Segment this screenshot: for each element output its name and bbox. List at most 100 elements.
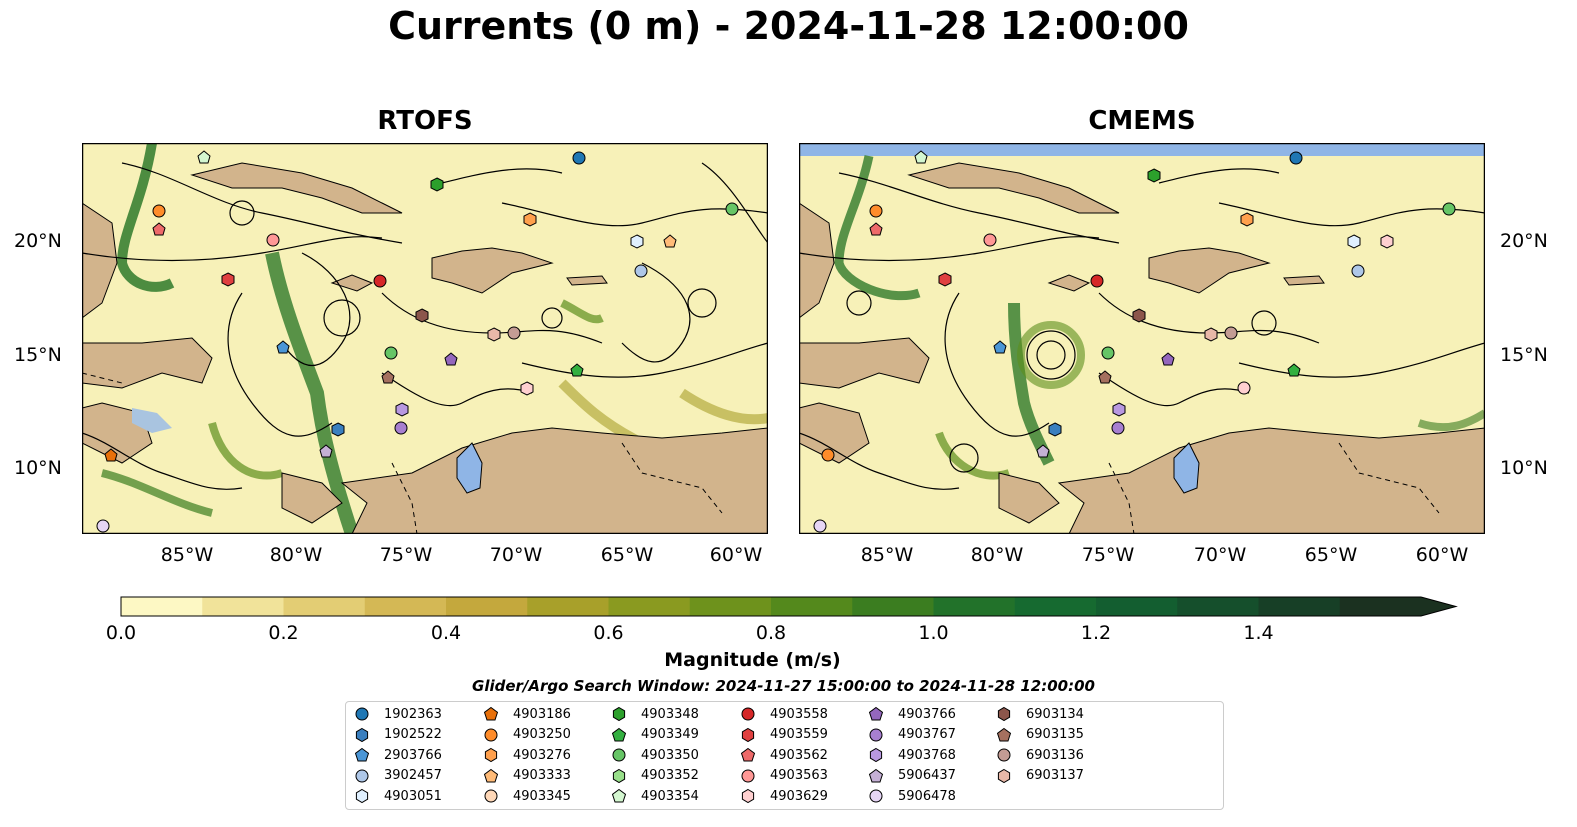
colorbar-segment [446, 597, 528, 616]
legend-label: 4903559 [770, 727, 828, 742]
lat-tick-10n-right: 10°N [1500, 457, 1548, 479]
legend-item: 3902457 [354, 766, 442, 786]
legend-label: 4903348 [641, 706, 699, 722]
circle-marker-icon [869, 789, 883, 803]
legend-item: 4903563 [740, 766, 828, 786]
lon-tick-70w-left: 70°W [489, 544, 543, 566]
lat-tick-20n-right: 20°N [1500, 230, 1548, 252]
pentagon-marker-icon [868, 768, 884, 782]
legend-label: 4903354 [641, 788, 699, 804]
circle-marker-icon [741, 707, 755, 721]
float-legend: 1902363 1902522 2903766 3902457 4903051 49031… [345, 701, 1224, 810]
pentagon-marker-icon [611, 788, 627, 803]
colorbar-segment [283, 597, 366, 616]
colorbar-segment [1339, 597, 1422, 616]
hexagon-marker-icon [612, 768, 626, 783]
pentagon-marker-icon [996, 727, 1012, 741]
lon-tick-60w-left: 60°W [709, 544, 763, 566]
hexagon-marker-icon [612, 706, 626, 722]
circle-marker-icon [741, 769, 755, 782]
legend-item: 4903562 [740, 745, 828, 765]
legend-item: 6903134 [996, 704, 1084, 724]
hexagon-marker-icon [355, 727, 369, 742]
legend-label: 5906437 [898, 768, 956, 783]
legend-item: 4903354 [611, 786, 699, 806]
legend-item: 4903349 [611, 725, 699, 745]
legend-label: 6903136 [1026, 747, 1084, 763]
panel-title-rtofs: RTOFS [377, 106, 473, 136]
colorbar-segment [1177, 597, 1260, 616]
legend-label: 4903186 [513, 706, 571, 722]
colorbar-tick-label: 0.8 [755, 622, 787, 644]
lon-tick-65w-left: 65°W [600, 544, 654, 566]
colorbar-label: Magnitude (m/s) [664, 649, 841, 671]
legend-item: 1902363 [354, 704, 442, 724]
lon-tick-75w-left: 75°W [379, 544, 433, 566]
colorbar-extend-arrow [1421, 597, 1456, 616]
colorbar-tick-label: 1.0 [918, 622, 949, 644]
hexagon-marker-icon [741, 788, 755, 804]
colorbar-segment [121, 597, 203, 616]
pentagon-marker-icon [868, 706, 884, 721]
legend-item: 4903350 [611, 745, 699, 765]
legend-label: 2903766 [384, 747, 442, 763]
legend-label: 4903767 [898, 727, 956, 742]
legend-label: 4903350 [641, 747, 699, 763]
circle-marker-icon [869, 728, 883, 741]
legend-item: 4903348 [611, 704, 699, 724]
legend-label: 6903137 [1026, 768, 1084, 783]
legend-label: 4903333 [513, 768, 571, 783]
hexagon-marker-icon [741, 727, 755, 742]
legend-item: 4903345 [483, 786, 571, 806]
colorbar-segment [852, 597, 935, 616]
colorbar-tick-label: 1.4 [1243, 622, 1274, 644]
legend-label: 4903558 [770, 706, 828, 722]
hexagon-marker-icon [997, 768, 1011, 783]
legend-item: 4903558 [740, 704, 828, 724]
pentagon-marker-icon [354, 747, 370, 762]
legend-item: 5906437 [868, 766, 956, 786]
circle-marker-icon [355, 769, 369, 782]
lon-tick-80w-left: 80°W [269, 544, 323, 566]
colorbar-tick-label: 0.4 [430, 622, 462, 644]
pentagon-marker-icon [740, 747, 756, 762]
legend-label: 1902522 [384, 727, 442, 742]
lon-tick-80w-right: 80°W [970, 544, 1024, 566]
legend-item: 4903559 [740, 725, 828, 745]
circle-marker-icon [355, 707, 369, 721]
legend-label: 4903562 [770, 747, 828, 763]
legend-label: 4903051 [384, 788, 442, 804]
circle-marker-icon [997, 748, 1011, 762]
legend-item: 4903051 [354, 786, 442, 806]
legend-item: 6903135 [996, 725, 1084, 745]
lon-tick-70w-right: 70°W [1193, 544, 1247, 566]
map-rtofs[interactable] [82, 143, 768, 534]
colorbar-segment [771, 597, 853, 616]
legend-item: 4903766 [868, 704, 956, 724]
legend-label: 4903250 [513, 727, 571, 742]
legend-label: 6903135 [1026, 727, 1084, 742]
map-cmems[interactable] [799, 143, 1485, 534]
circle-marker-icon [612, 748, 626, 762]
lat-tick-15n-right: 15°N [1500, 344, 1548, 366]
colorbar-tick-label: 0.6 [593, 622, 624, 644]
legend-label: 4903352 [641, 768, 699, 783]
colorbar [120, 595, 1460, 619]
colorbar-segment [689, 597, 772, 616]
legend-item: 4903333 [483, 766, 571, 786]
panel-title-cmems: CMEMS [1088, 106, 1196, 136]
colorbar-segment [933, 597, 1016, 616]
colorbar-segment [527, 597, 610, 616]
legend-label: 6903134 [1026, 706, 1084, 722]
legend-label: 1902363 [384, 706, 442, 722]
colorbar-tick-label: 0.0 [105, 622, 137, 644]
lon-tick-85w-right: 85°W [860, 544, 914, 566]
colorbar-outline [120, 596, 1458, 617]
colorbar-segment [1014, 597, 1097, 616]
legend-label: 4903276 [513, 747, 571, 763]
legend-label: 4903345 [513, 788, 571, 804]
legend-label: 4903629 [770, 788, 828, 804]
hexagon-marker-icon [997, 706, 1011, 722]
legend-label: 4903766 [898, 706, 956, 722]
legend-label: 4903563 [770, 768, 828, 783]
